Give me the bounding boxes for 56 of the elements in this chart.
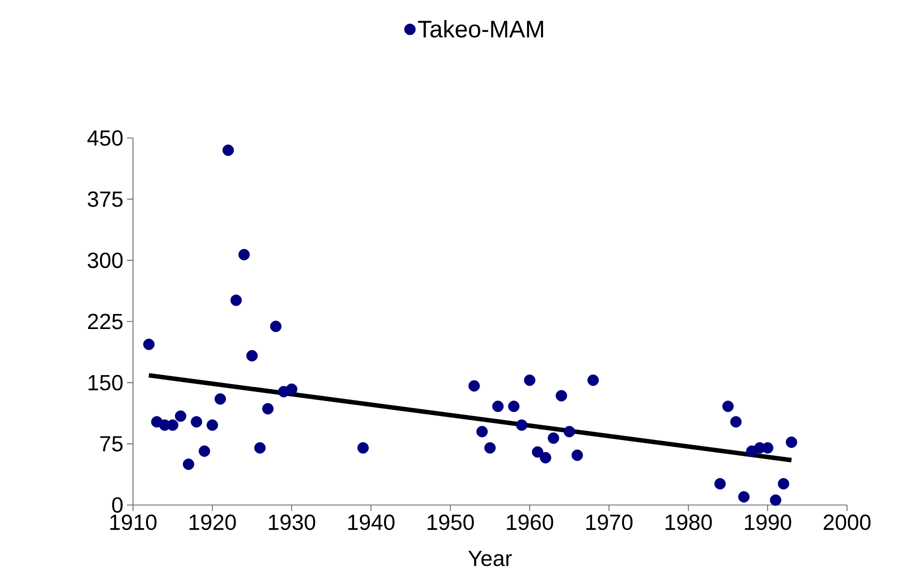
y-tick-label: 75 [100, 436, 123, 452]
point [556, 390, 568, 402]
point [786, 436, 798, 448]
point [262, 403, 274, 414]
y-tick-label: 300 [88, 252, 123, 268]
point [182, 458, 194, 470]
point [254, 442, 266, 454]
point [198, 445, 210, 457]
point [508, 400, 520, 412]
y-tick-label: 375 [88, 191, 123, 207]
point [190, 416, 202, 428]
point [770, 494, 782, 506]
x-tick-label: 2000 [824, 514, 871, 530]
point [587, 374, 599, 386]
x-tick-label: 1960 [506, 514, 554, 530]
x-tick-label: 1980 [666, 514, 712, 530]
x-tick-label: 1940 [348, 514, 395, 530]
x-axis-title: Year [468, 550, 512, 566]
y-tick-label: 0 [112, 497, 123, 513]
point [143, 338, 155, 350]
point [214, 393, 226, 405]
point [532, 446, 544, 458]
point [722, 400, 734, 412]
y-tick-label: 450 [87, 130, 123, 146]
point [357, 442, 369, 454]
point [548, 432, 560, 444]
x-tick-label: 1930 [268, 514, 316, 530]
x-tick-label: 1920 [190, 514, 236, 530]
point [540, 452, 552, 464]
point [468, 380, 480, 392]
point [484, 442, 496, 454]
point [230, 294, 242, 306]
y-tick-label: 225 [88, 314, 123, 330]
legend-label: Takeo-MAM [418, 20, 544, 38]
y-tick-label: 150 [88, 374, 123, 390]
point [206, 419, 218, 431]
point [564, 426, 576, 438]
point [738, 491, 750, 503]
x-tick-label: 1990 [744, 514, 792, 530]
point [516, 419, 528, 431]
point [714, 478, 726, 490]
point [476, 426, 488, 438]
point [778, 478, 790, 490]
point [246, 350, 258, 362]
point [238, 248, 250, 260]
point [492, 400, 504, 412]
point [572, 450, 583, 461]
x-tick-label: 1950 [428, 514, 474, 530]
point [270, 320, 282, 332]
x-tick-label: 1910 [110, 514, 157, 530]
point [174, 410, 186, 422]
point [730, 416, 742, 428]
x-tick-label: 1970 [586, 514, 633, 530]
point [524, 374, 536, 386]
point [286, 383, 298, 395]
point [222, 144, 234, 156]
